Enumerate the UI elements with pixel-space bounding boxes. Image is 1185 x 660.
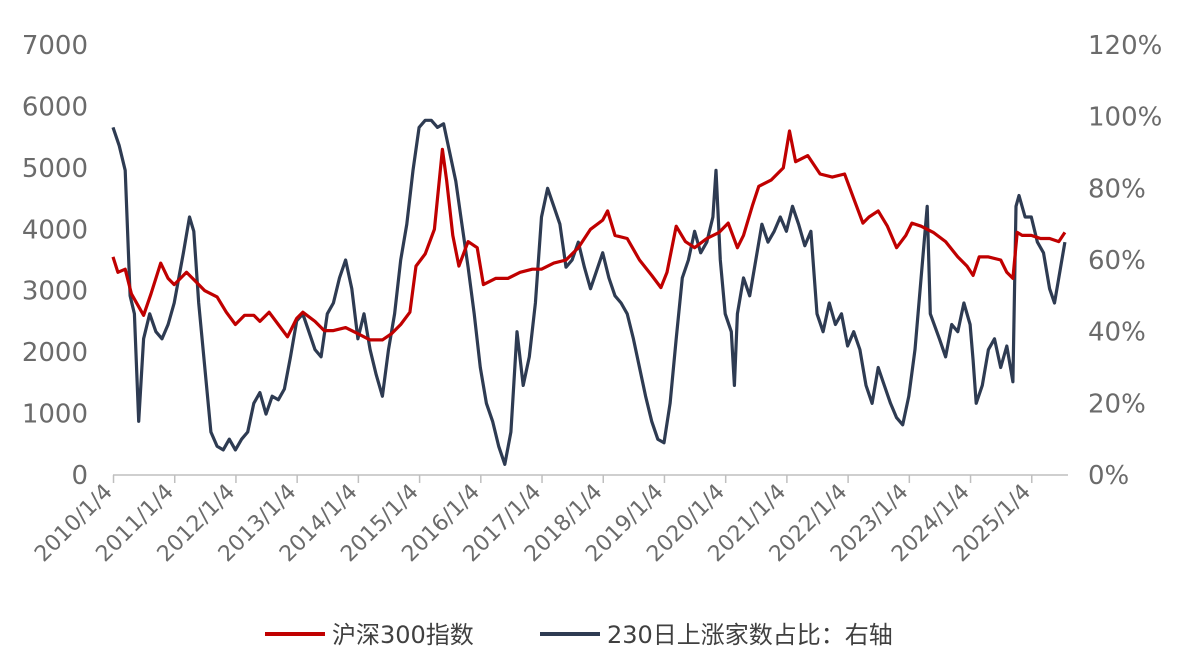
left-tick-label: 3000 (22, 277, 88, 307)
legend: 沪深300指数 230日上涨家数占比：右轴 (265, 621, 893, 649)
right-tick-label: 60% (1088, 246, 1146, 276)
left-tick-label: 6000 (22, 92, 88, 122)
left-tick-label: 1000 (22, 400, 88, 430)
series-line-ratio (111, 118, 1067, 466)
legend-label-hs300: 沪深300指数 (332, 621, 474, 649)
series-layer (111, 118, 1067, 466)
left-tick-label: 2000 (22, 338, 88, 368)
left-tick-label: 5000 (22, 154, 88, 184)
left-axis-ticks: 7000 6000 5000 4000 3000 2000 1000 0 (22, 31, 88, 491)
x-axis-ticks: 2010/1/42011/1/42012/1/42013/1/42014/1/4… (30, 475, 1036, 567)
right-tick-label: 40% (1088, 318, 1146, 348)
legend-label-ratio: 230日上涨家数占比：右轴 (607, 621, 893, 649)
left-tick-label: 4000 (22, 215, 88, 245)
right-tick-label: 20% (1088, 389, 1146, 419)
left-tick-label: 7000 (22, 31, 88, 61)
right-tick-label: 0% (1088, 461, 1129, 491)
series-line-hs300 (111, 129, 1067, 342)
left-tick-label: 0 (71, 461, 88, 491)
right-tick-label: 120% (1088, 31, 1162, 61)
right-tick-label: 80% (1088, 174, 1146, 204)
right-axis-ticks: 120% 100% 80% 60% 40% 20% 0% (1088, 31, 1162, 491)
right-tick-label: 100% (1088, 103, 1162, 133)
